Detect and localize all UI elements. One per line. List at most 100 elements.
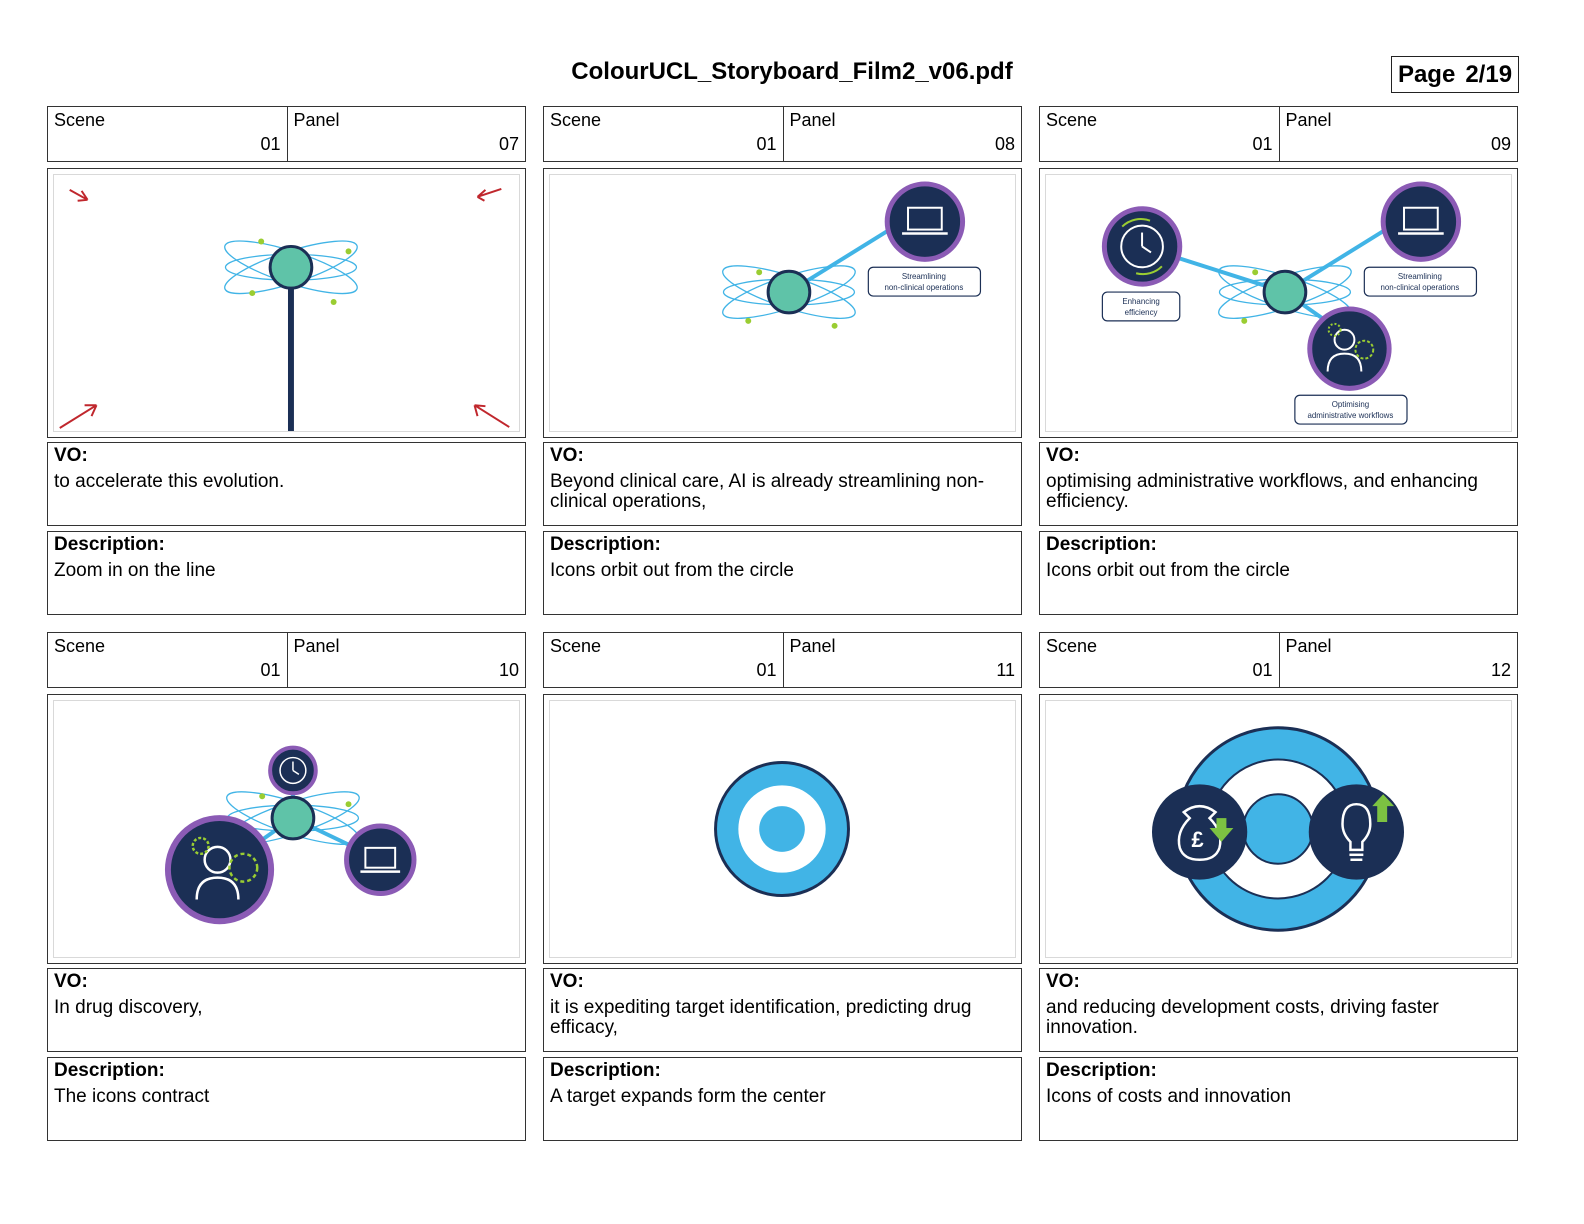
panel-cell: Panel 12 bbox=[1278, 633, 1518, 687]
description-label: Description: bbox=[1046, 1060, 1157, 1081]
caption-text: non-clinical operations bbox=[1380, 283, 1459, 292]
scene-label: Scene bbox=[1046, 636, 1098, 656]
vo-box: VO: to accelerate this evolution. bbox=[47, 442, 526, 526]
panel-frame: Streamlining non-clinical operations bbox=[543, 168, 1022, 438]
person-gear-icon bbox=[1307, 306, 1392, 391]
vo-label: VO: bbox=[54, 971, 88, 992]
panel-label: Panel bbox=[789, 636, 836, 656]
panel-cell: Panel 10 bbox=[286, 633, 526, 687]
panel-cell: Panel 11 bbox=[782, 633, 1022, 687]
caption-text: Optimising bbox=[1332, 400, 1369, 409]
panel-frame bbox=[543, 694, 1022, 964]
caption-text: Streamlining bbox=[1398, 272, 1442, 281]
frame-illustration: Streamlining non-clinical operations bbox=[722, 181, 982, 329]
panel-header: Scene 01 Panel 07 bbox=[47, 106, 526, 162]
vo-box: VO: it is expediting target identificati… bbox=[543, 968, 1022, 1052]
panel-number: 11 bbox=[996, 660, 1015, 680]
scene-cell: Scene 01 bbox=[1040, 633, 1279, 687]
panel-label: Panel bbox=[789, 110, 836, 130]
laptop-icon bbox=[344, 823, 417, 896]
scene-cell: Scene 01 bbox=[48, 633, 287, 687]
description-box: Description: A target expands form the c… bbox=[543, 1057, 1022, 1141]
scene-cell: Scene 01 bbox=[1040, 107, 1279, 161]
vo-text: In drug discovery, bbox=[54, 997, 203, 1018]
vo-text: optimising administrative workflows, and… bbox=[1046, 471, 1478, 512]
description-text: Zoom in on the line bbox=[54, 560, 216, 581]
scene-label: Scene bbox=[550, 636, 602, 656]
vo-label: VO: bbox=[550, 971, 584, 992]
panel-artwork: Streamlining non-clinical operations bbox=[549, 174, 1016, 432]
scene-label: Scene bbox=[550, 110, 602, 130]
panel-label: Panel bbox=[1285, 636, 1332, 656]
panel-cell: Panel 09 bbox=[1278, 107, 1518, 161]
panel-header: Scene 01 Panel 11 bbox=[543, 632, 1022, 688]
scene-label: Scene bbox=[54, 636, 106, 656]
caption-text: Enhancing bbox=[1122, 297, 1159, 306]
panel-frame bbox=[47, 168, 526, 438]
panel-frame: £ bbox=[1039, 694, 1518, 964]
frame-illustration: £ bbox=[1151, 726, 1405, 932]
scene-number: 01 bbox=[1252, 660, 1273, 680]
description-text: Icons of costs and innovation bbox=[1046, 1086, 1292, 1107]
caption-text: non-clinical operations bbox=[884, 283, 963, 292]
orbit-globe-icon bbox=[226, 791, 360, 845]
panel-header: Scene 01 Panel 09 bbox=[1039, 106, 1518, 162]
vo-box: VO: optimising administrative workflows,… bbox=[1039, 442, 1518, 526]
panel-number: 08 bbox=[994, 134, 1015, 154]
panel-number: 07 bbox=[498, 134, 519, 154]
scene-cell: Scene 01 bbox=[544, 633, 783, 687]
caption-text: efficiency bbox=[1125, 308, 1158, 317]
panel-artwork bbox=[53, 174, 520, 432]
zoom-arrow-icon bbox=[59, 187, 510, 429]
vo-label: VO: bbox=[1046, 445, 1080, 466]
panel-label: Panel bbox=[293, 636, 340, 656]
caption-text: Streamlining bbox=[902, 272, 946, 281]
description-label: Description: bbox=[54, 534, 165, 555]
vo-text: to accelerate this evolution. bbox=[54, 471, 285, 492]
panel-number: 10 bbox=[498, 660, 519, 680]
scene-label: Scene bbox=[1046, 110, 1098, 130]
vo-text: it is expediting target identification, … bbox=[550, 997, 972, 1038]
description-box: Description: The icons contract bbox=[47, 1057, 526, 1141]
description-text: The icons contract bbox=[54, 1086, 210, 1107]
vo-label: VO: bbox=[550, 445, 584, 466]
scene-number: 01 bbox=[756, 134, 777, 154]
lightbulb-icon bbox=[1308, 784, 1405, 880]
page-number: 2/19 bbox=[1465, 60, 1513, 88]
person-gear-icon bbox=[164, 815, 275, 925]
panel-header: Scene 01 Panel 12 bbox=[1039, 632, 1518, 688]
money-bag-icon: £ bbox=[1151, 784, 1248, 880]
description-label: Description: bbox=[550, 1060, 661, 1081]
vo-box: VO: In drug discovery, bbox=[47, 968, 526, 1052]
scene-label: Scene bbox=[54, 110, 106, 130]
clock-icon bbox=[268, 745, 318, 796]
vo-label: VO: bbox=[1046, 971, 1080, 992]
description-label: Description: bbox=[550, 534, 661, 555]
vo-text: and reducing development costs, driving … bbox=[1046, 997, 1439, 1038]
vo-text: Beyond clinical care, AI is already stre… bbox=[550, 471, 985, 512]
scene-cell: Scene 01 bbox=[48, 107, 287, 161]
laptop-icon bbox=[884, 181, 966, 262]
description-label: Description: bbox=[1046, 534, 1157, 555]
panel-number: 12 bbox=[1490, 660, 1511, 680]
orbit-globe-icon bbox=[1218, 265, 1352, 324]
panel-artwork: £ bbox=[1045, 700, 1512, 958]
description-label: Description: bbox=[54, 1060, 165, 1081]
orbit-globe-icon bbox=[722, 265, 856, 329]
panel-header: Scene 01 Panel 10 bbox=[47, 632, 526, 688]
panel-artwork bbox=[53, 700, 520, 958]
frame-illustration bbox=[164, 745, 417, 925]
page-label: Page bbox=[1397, 60, 1456, 88]
scene-cell: Scene 01 bbox=[544, 107, 783, 161]
panel-label: Panel bbox=[293, 110, 340, 130]
description-text: Icons orbit out from the circle bbox=[1046, 560, 1290, 581]
description-text: A target expands form the center bbox=[550, 1086, 826, 1107]
panel-frame: Streamlining non-clinical operations Enh… bbox=[1039, 168, 1518, 438]
vo-label: VO: bbox=[54, 445, 88, 466]
panel-header: Scene 01 Panel 08 bbox=[543, 106, 1022, 162]
description-box: Description: Icons orbit out from the ci… bbox=[1039, 531, 1518, 615]
caption-text: administrative workflows bbox=[1308, 411, 1394, 420]
frame-illustration bbox=[714, 761, 850, 897]
vertical-line bbox=[287, 286, 294, 431]
target-icon bbox=[714, 761, 850, 897]
